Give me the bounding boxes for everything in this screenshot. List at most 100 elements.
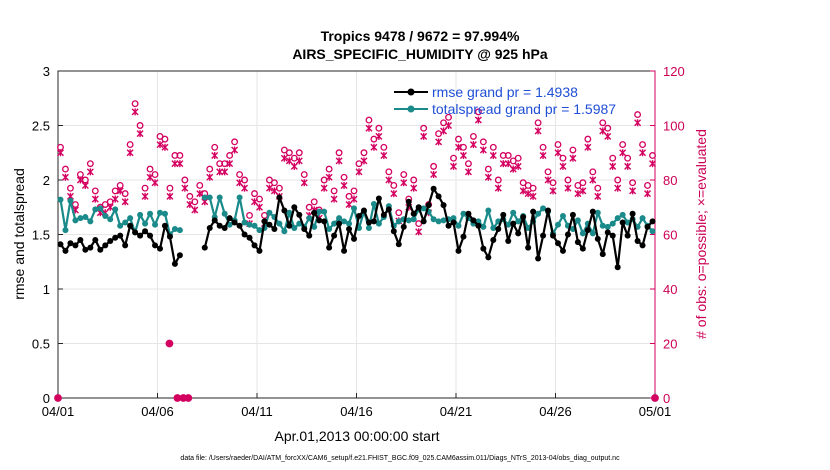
rmse-point xyxy=(505,238,512,245)
rmse-point xyxy=(624,232,631,239)
y-axis-right-label: # of obs: o=possible; ×=evaluated xyxy=(693,129,709,339)
rmse-point xyxy=(87,244,94,251)
totalspread-point xyxy=(579,230,586,237)
obs-possible-marker xyxy=(564,176,572,184)
obs-possible-marker xyxy=(619,141,627,149)
y-right-tick-label: 0 xyxy=(663,391,670,406)
rmse-point xyxy=(579,245,586,252)
y-tick-label: 1 xyxy=(43,282,50,297)
obs-possible-marker xyxy=(265,176,273,184)
obs-possible-marker xyxy=(256,195,263,203)
obs-evaluated-marker xyxy=(644,190,652,198)
totalspread-point xyxy=(370,200,377,207)
obs-evaluated-marker xyxy=(509,165,517,173)
obs-possible-marker xyxy=(166,184,174,192)
rmse-point xyxy=(161,222,168,229)
obs-evaluated-marker xyxy=(335,157,343,165)
obs-possible-marker xyxy=(489,143,497,151)
rmse-point xyxy=(326,244,333,251)
obs-evaluated-marker xyxy=(534,127,542,135)
totalspread-point xyxy=(236,194,243,201)
data-file-footer: data file: /Users/raeder/DAI/ATM_forcXX/… xyxy=(180,455,620,462)
rmse-point xyxy=(166,233,173,240)
totalspread-point xyxy=(346,220,353,227)
legend-spread: totalspread grand pr = 1.5987 xyxy=(432,101,616,117)
obs-evaluated-marker xyxy=(519,187,527,195)
totalspread-point xyxy=(435,218,442,225)
obs-evaluated-marker xyxy=(464,168,472,176)
x-tick-label: 05/01 xyxy=(639,404,672,419)
totalspread-point xyxy=(594,209,601,216)
rmse-point xyxy=(490,236,497,243)
rmse-point xyxy=(415,204,422,211)
obs-possible-marker xyxy=(395,209,403,217)
totalspread-point xyxy=(420,205,427,212)
obs-possible-marker xyxy=(464,160,472,168)
obs-possible-marker xyxy=(599,119,607,127)
rmse-point xyxy=(629,210,636,217)
obs-possible-marker xyxy=(460,143,467,151)
y-tick-label: 1.5 xyxy=(32,228,50,243)
totalspread-point xyxy=(171,226,178,233)
rmse-point xyxy=(460,233,467,240)
obs-evaluated-marker xyxy=(365,124,373,132)
obs-markers xyxy=(54,100,659,402)
obs-possible-marker xyxy=(539,143,547,151)
rmse-point xyxy=(520,214,527,221)
rmse-point xyxy=(390,228,397,235)
rmse-point xyxy=(440,202,447,209)
obs-possible-marker xyxy=(644,181,651,189)
obs-evaluated-marker xyxy=(629,187,637,195)
obs-evaluated-marker xyxy=(91,195,99,203)
obs-possible-marker xyxy=(649,152,656,159)
totalspread-point xyxy=(430,216,437,223)
obs-possible-marker xyxy=(275,184,283,192)
obs-evaluated-marker xyxy=(539,151,547,159)
totalspread-point xyxy=(574,217,581,224)
obs-evaluated-marker xyxy=(241,184,249,192)
obs-evaluated-marker xyxy=(156,141,164,149)
rmse-point xyxy=(211,217,218,224)
obs-possible-marker xyxy=(340,173,348,181)
totalspread-point xyxy=(127,215,134,222)
rmse-point xyxy=(271,226,278,233)
rmse-point xyxy=(375,195,382,202)
rmse-point xyxy=(152,242,159,249)
rmse-point xyxy=(485,254,492,261)
obs-evaluated-marker xyxy=(524,190,532,198)
rmse-point xyxy=(77,236,84,243)
obs-possible-marker xyxy=(211,143,219,151)
totalspread-point xyxy=(112,206,119,213)
rmse-point xyxy=(201,244,208,251)
obs-evaluated-marker xyxy=(131,108,139,116)
rmse-point xyxy=(341,247,348,254)
totalspread-point xyxy=(395,218,402,225)
rmse-point xyxy=(206,224,213,231)
rmse-point xyxy=(535,255,542,262)
obs-evaluated-marker xyxy=(345,201,353,209)
rmse-point xyxy=(540,232,547,239)
obs-possible-marker xyxy=(325,165,333,173)
x-tick-label: 04/01 xyxy=(42,404,75,419)
rmse-point xyxy=(137,232,144,239)
obs-possible-marker xyxy=(385,168,393,176)
totalspread-point xyxy=(57,196,64,203)
obs-possible-marker xyxy=(549,179,557,187)
obs-evaluated-marker xyxy=(166,192,174,200)
obs-possible-marker xyxy=(285,149,293,157)
obs-evaluated-marker xyxy=(206,173,214,181)
obs-possible-marker xyxy=(445,113,452,121)
obs-evaluated-marker xyxy=(360,157,368,165)
obs-evaluated-marker xyxy=(300,179,308,187)
totalspread-point xyxy=(176,227,183,234)
obs-evaluated-marker xyxy=(86,168,94,176)
totalspread-point xyxy=(321,208,328,215)
rmse-point xyxy=(495,226,502,233)
obs-possible-marker xyxy=(579,179,587,187)
totalspread-point xyxy=(540,205,547,212)
obs-possible-marker xyxy=(161,135,169,143)
obs-evaluated-marker xyxy=(136,130,144,138)
obs-evaluated-marker xyxy=(255,203,263,211)
totalspread-point xyxy=(286,209,293,216)
rmse-point xyxy=(435,193,442,200)
